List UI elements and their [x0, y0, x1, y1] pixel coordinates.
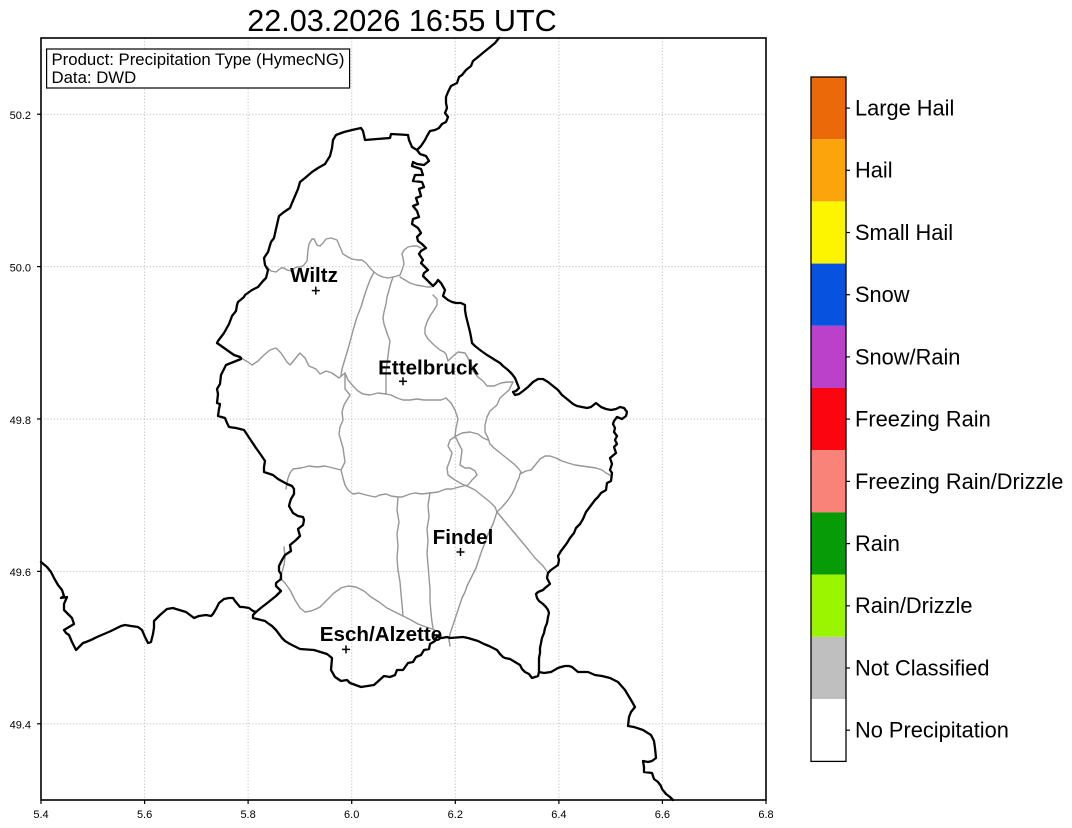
- svg-text:50.0: 50.0: [10, 262, 31, 274]
- svg-text:Ettelbruck: Ettelbruck: [378, 356, 479, 379]
- svg-text:Not Classified: Not Classified: [855, 655, 989, 680]
- svg-text:49.4: 49.4: [10, 720, 31, 732]
- svg-text:6.8: 6.8: [758, 809, 773, 821]
- svg-text:Data: DWD: Data: DWD: [52, 68, 137, 87]
- svg-text:No Precipitation: No Precipitation: [855, 718, 1009, 743]
- svg-text:5.6: 5.6: [137, 809, 152, 821]
- svg-text:Large Hail: Large Hail: [855, 96, 954, 121]
- svg-text:5.8: 5.8: [240, 809, 255, 821]
- svg-text:49.8: 49.8: [10, 415, 31, 427]
- svg-text:22.03.2026 16:55 UTC: 22.03.2026 16:55 UTC: [247, 4, 557, 38]
- svg-text:6.0: 6.0: [344, 809, 359, 821]
- svg-text:Snow: Snow: [855, 282, 910, 307]
- svg-text:Small Hail: Small Hail: [855, 220, 953, 245]
- svg-text:49.6: 49.6: [10, 567, 31, 579]
- svg-text:Findel: Findel: [433, 526, 494, 549]
- svg-text:Product: Precipitation Type (H: Product: Precipitation Type (HymecNG): [52, 50, 345, 69]
- svg-text:6.6: 6.6: [655, 809, 670, 821]
- svg-text:Rain: Rain: [855, 531, 900, 556]
- svg-text:Freezing Rain/Drizzle: Freezing Rain/Drizzle: [855, 469, 1063, 494]
- svg-text:Snow/Rain: Snow/Rain: [855, 344, 960, 369]
- svg-text:Freezing Rain: Freezing Rain: [855, 407, 991, 432]
- svg-text:Hail: Hail: [855, 158, 893, 183]
- svg-text:50.2: 50.2: [10, 110, 31, 122]
- svg-text:Wiltz: Wiltz: [290, 264, 338, 287]
- svg-text:6.2: 6.2: [448, 809, 463, 821]
- svg-text:6.4: 6.4: [551, 809, 566, 821]
- svg-text:Esch/Alzette: Esch/Alzette: [320, 623, 442, 646]
- svg-text:Rain/Drizzle: Rain/Drizzle: [855, 593, 973, 618]
- svg-text:5.4: 5.4: [33, 809, 48, 821]
